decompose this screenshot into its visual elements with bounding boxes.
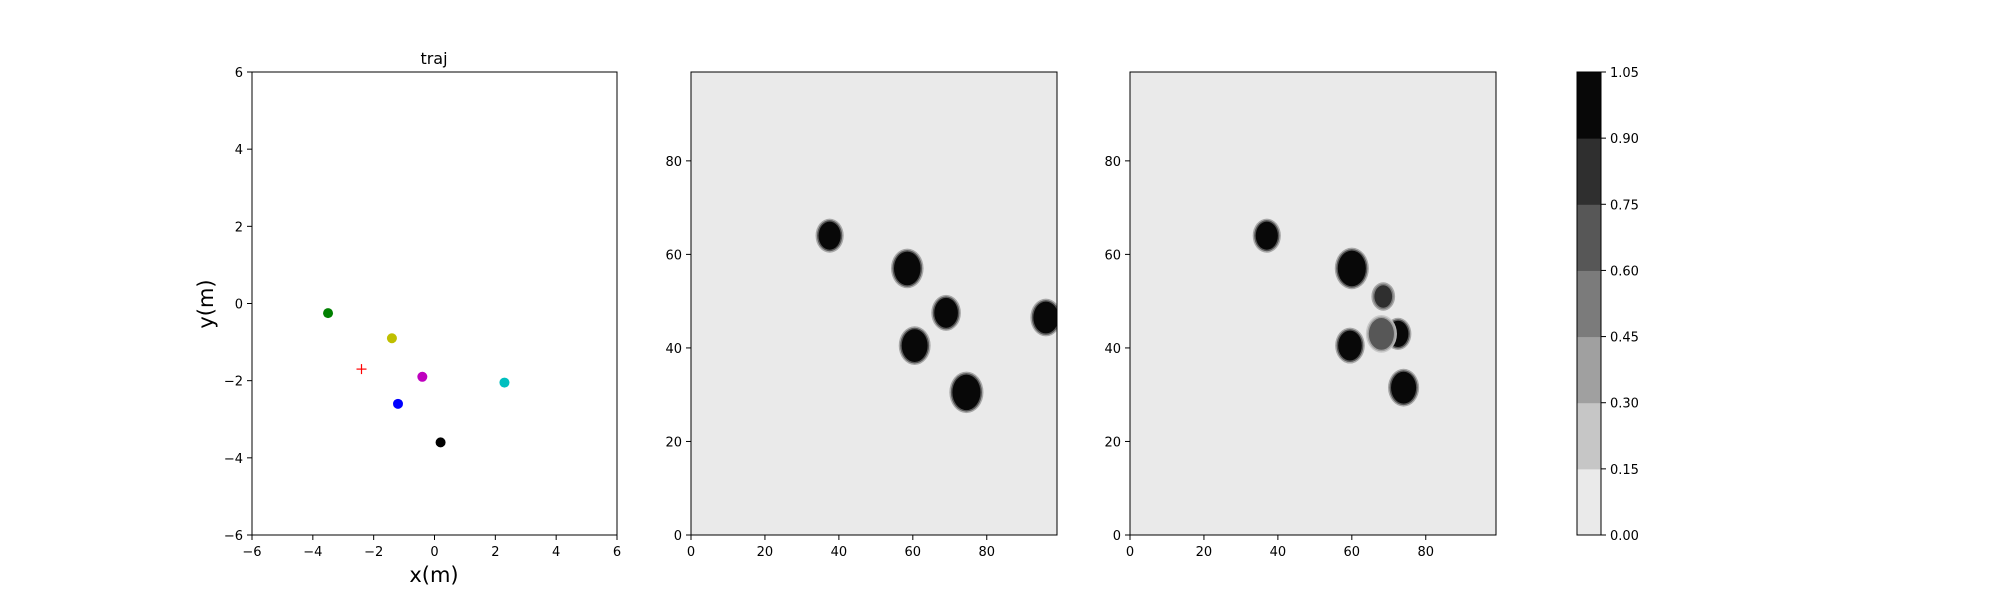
occupied-cell-blob (890, 248, 924, 289)
colorbar-frame (1576, 71, 1602, 536)
colorbar-tick-label: 0.45 (1610, 331, 1639, 346)
x-tick-label: 2 (491, 545, 499, 560)
y-tick-label: 0 (674, 529, 682, 544)
traj-title: traj (420, 49, 447, 68)
x-tick-label: 20 (1196, 545, 1213, 560)
scatter-point (435, 437, 446, 448)
colorbar-level (1577, 72, 1601, 139)
x-tick-label: 4 (552, 545, 560, 560)
occupied-cell-blob (1371, 282, 1396, 311)
x-tick-label: 80 (1417, 545, 1434, 560)
x-tick-label: −4 (303, 545, 322, 560)
colorbar-levels (1577, 72, 1601, 536)
y-tick-label: 20 (1104, 435, 1121, 450)
colorbar-tick-label: 0.00 (1610, 529, 1639, 544)
map1-frame (690, 71, 1058, 536)
map2-ticks: 0 20 40 60 80 0 20 40 60 80 (1104, 155, 1434, 560)
traj-plot-area (252, 72, 617, 535)
scatter-point (386, 333, 397, 344)
colorbar-level (1577, 270, 1601, 338)
occupied-cell-blob (1030, 298, 1057, 337)
y-tick-label: 0 (235, 298, 243, 313)
start-marker-plus (356, 364, 367, 375)
traj-ylabel: y(m) (194, 279, 218, 328)
colorbar-tick-label: 0.30 (1610, 397, 1639, 412)
occupancy-map-1: 0 20 40 60 80 0 20 40 60 80 (665, 71, 1058, 560)
x-tick-label: −2 (364, 545, 383, 560)
x-tick-label: −6 (242, 545, 261, 560)
colorbar-tick-label: 0.75 (1610, 198, 1639, 213)
occupied-cell-blob (931, 294, 961, 331)
scatter-point (323, 308, 334, 319)
occupied-cell-blob (949, 371, 984, 414)
x-tick-label: 60 (905, 545, 922, 560)
traj-frame (251, 71, 618, 536)
colorbar-level (1577, 336, 1601, 404)
y-tick-label: 0 (1113, 529, 1121, 544)
colorbar-tick-label: 0.15 (1610, 463, 1639, 478)
occupied-cell-blob (898, 326, 931, 365)
occupied-cell-blob (1335, 327, 1365, 364)
y-tick-label: 6 (235, 66, 243, 81)
x-tick-label: 80 (978, 545, 995, 560)
map2-frame (1129, 71, 1497, 536)
y-tick-label: −2 (224, 375, 243, 390)
traj-ticks: −6 −4 −2 0 2 4 6 −6 −4 −2 0 2 4 6 (224, 66, 621, 560)
colorbar: 0.00 0.15 0.30 0.45 0.60 0.75 0.90 1.05 (1576, 66, 1639, 544)
scatter-point (393, 398, 403, 409)
y-tick-label: 80 (665, 155, 682, 170)
y-tick-label: 60 (1104, 248, 1121, 263)
map1-background (691, 72, 1057, 535)
occupied-cell-blob (1334, 247, 1369, 290)
map2-background (1130, 72, 1496, 535)
occupied-cell-blob (1365, 314, 1397, 353)
y-tick-label: 4 (235, 143, 243, 158)
colorbar-level (1577, 402, 1601, 470)
x-tick-label: 40 (831, 545, 848, 560)
occupied-cell-blob (1388, 368, 1420, 407)
colorbar-tick-label: 0.60 (1610, 264, 1639, 279)
occupied-cell-blob (1252, 218, 1281, 253)
y-tick-label: 60 (665, 248, 682, 263)
y-tick-label: −6 (224, 529, 243, 544)
y-tick-label: 40 (1104, 342, 1121, 357)
colorbar-tick-label: 1.05 (1610, 66, 1639, 81)
y-tick-label: −4 (224, 452, 243, 467)
scatter-point (499, 377, 510, 388)
x-tick-label: 0 (430, 545, 438, 560)
colorbar-ticks: 0.00 0.15 0.30 0.45 0.60 0.75 0.90 1.05 (1601, 66, 1639, 544)
occupancy-map-2: 0 20 40 60 80 0 20 40 60 80 (1104, 71, 1497, 560)
colorbar-level (1577, 204, 1601, 271)
scatter-point (417, 371, 428, 382)
colorbar-tick-label: 0.90 (1610, 132, 1639, 147)
x-tick-label: 0 (1126, 545, 1134, 560)
occupied-cell-blob (815, 218, 844, 253)
x-tick-label: 0 (687, 545, 695, 560)
traj-plot: traj −6 −4 −2 0 2 4 6 −6 −4 −2 0 2 4 6 x(m) y(m) (194, 49, 621, 587)
traj-points (323, 308, 510, 448)
y-tick-label: 20 (665, 435, 682, 450)
colorbar-level (1577, 138, 1601, 205)
x-tick-label: 60 (1344, 545, 1361, 560)
colorbar-level (1577, 468, 1601, 536)
map1-blobs (815, 218, 1057, 414)
traj-xlabel: x(m) (409, 563, 458, 587)
y-tick-label: 2 (235, 220, 243, 235)
x-tick-label: 6 (613, 545, 621, 560)
map2-blobs (1252, 218, 1420, 407)
x-tick-label: 20 (757, 545, 774, 560)
y-tick-label: 80 (1104, 155, 1121, 170)
y-tick-label: 40 (665, 342, 682, 357)
x-tick-label: 40 (1270, 545, 1287, 560)
map1-ticks: 0 20 40 60 80 0 20 40 60 80 (665, 155, 995, 560)
